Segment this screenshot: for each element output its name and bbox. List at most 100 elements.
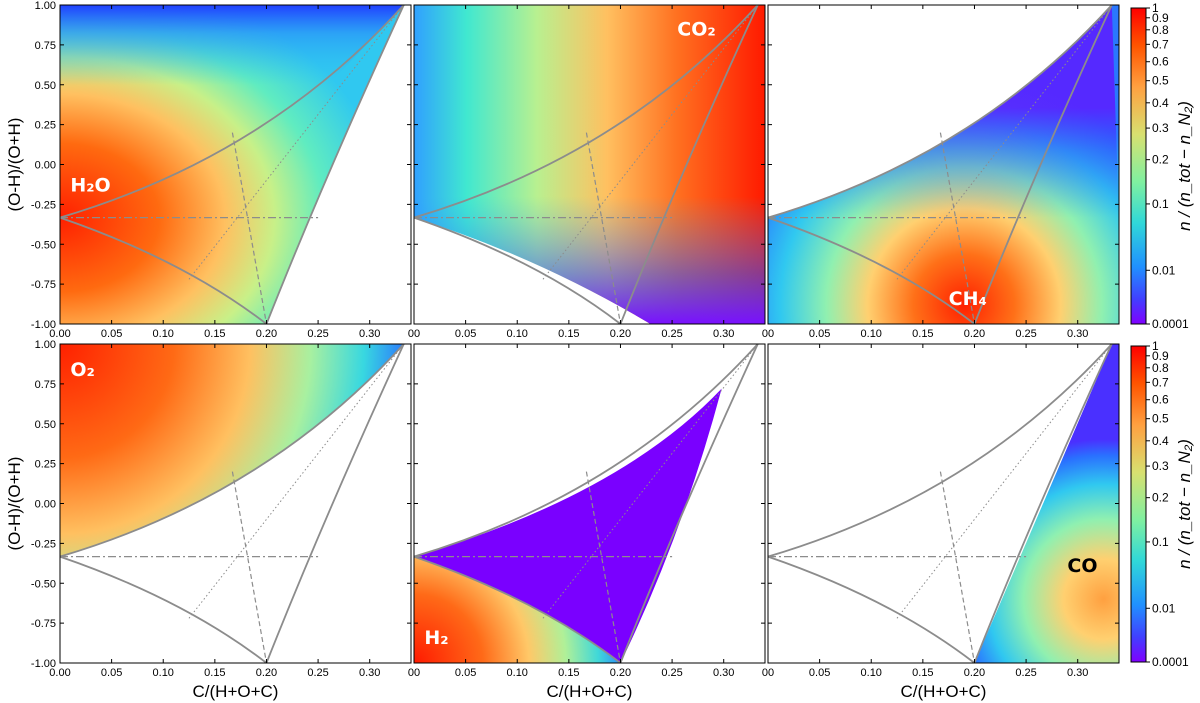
x-tick-label: 0.15 <box>558 667 579 679</box>
colorbar-tick-label: 0.7 <box>1152 37 1169 51</box>
species-label: H₂O <box>70 175 110 197</box>
x-tick-label: 0.15 <box>558 328 579 340</box>
dashed-line <box>585 132 622 324</box>
dashed-line <box>939 132 976 324</box>
hull-upper-curve <box>768 344 1113 558</box>
hull-upper-curve <box>60 5 405 219</box>
hull-upper-curve <box>768 5 1113 219</box>
colorbar-tick-label: 0.3 <box>1152 459 1169 473</box>
species-label: O₂ <box>70 359 94 381</box>
panel-CO: 00 0.05 0.10 0.15 0.20 0.25 0.30 CO C/(H+O+C) <box>762 343 1120 701</box>
x-tick-label: 0.20 <box>964 667 985 679</box>
overlay-lines <box>60 344 405 663</box>
hull-lower-curve <box>768 216 976 324</box>
hull-right-curve <box>973 344 1113 663</box>
x-tick-label: 0.00 <box>49 328 70 340</box>
x-tick-label: 00 <box>408 328 420 340</box>
y-tick-label: -0.75 <box>31 279 56 291</box>
colorbar-tick-label: 0.9 <box>1152 349 1169 363</box>
heatmap-0 <box>60 5 411 324</box>
hull-lower-curve <box>60 216 268 324</box>
x-tick-label: 0.05 <box>809 667 830 679</box>
y-tick-label: 0.00 <box>35 160 56 172</box>
panel-H₂O: 0.00 0.05 0.10 0.15 0.20 0.25 0.30 1.00 0.75 0.50… <box>5 0 412 340</box>
y-tick-label: -0.25 <box>31 538 56 550</box>
overlay-lines <box>768 5 1113 324</box>
x-tick-label: 0.10 <box>861 667 882 679</box>
colorbar-tick-label: 0.2 <box>1152 491 1169 505</box>
x-tick-label: 0.10 <box>861 328 882 340</box>
colorbar-gradient <box>1130 345 1147 663</box>
colorbar-gradient <box>1130 7 1147 325</box>
overlay-lines <box>768 344 1113 663</box>
x-tick-label: 0.30 <box>713 328 734 340</box>
colorbar-tick-label: 0.4 <box>1152 434 1169 448</box>
x-tick-label: 0.15 <box>204 328 225 340</box>
x-tick-label: 0.30 <box>1067 667 1088 679</box>
heatmap-3 <box>60 344 411 663</box>
y-tick-label: -0.50 <box>31 578 56 590</box>
panel-H₂: 00 0.05 0.10 0.15 0.20 0.25 0.30 H₂ C/(H+O+C) <box>408 343 766 701</box>
x-tick-label: 0.25 <box>307 328 328 340</box>
colorbar-tick-label: 0.1 <box>1152 535 1169 549</box>
x-tick-label: 0.05 <box>455 328 476 340</box>
x-tick-label: 0.25 <box>307 667 328 679</box>
colorbar-tick-label: 0.8 <box>1152 23 1169 37</box>
colorbar-label: n / (n_tot − n_N₂) <box>1175 439 1194 569</box>
x-tick-label: 0.10 <box>153 667 174 679</box>
x-tick-label: 0.20 <box>256 328 277 340</box>
y-tick-label: 0.25 <box>35 459 56 471</box>
species-label: CH₄ <box>949 288 987 310</box>
hull-right-curve <box>973 5 1113 324</box>
colorbar-tick-label: 0.4 <box>1152 96 1169 110</box>
heatmap-2 <box>768 5 1119 324</box>
species-label: H₂ <box>424 627 448 649</box>
colorbar: 10.90.80.7 0.6 0.5 0.4 0.3 0.2 0.1 0.01 0.0001 n … <box>1130 1 1194 331</box>
y-tick-label: 1.00 <box>35 339 56 351</box>
colorbar-tick-label: 0.01 <box>1152 263 1176 277</box>
hull-upper-curve <box>60 344 405 558</box>
x-tick-label: 0.05 <box>809 328 830 340</box>
x-tick-label: 0.05 <box>101 328 122 340</box>
y-axis-label: (O-H)/(O+H) <box>5 118 24 212</box>
x-tick-label: 0.20 <box>964 328 985 340</box>
y-tick-label: -0.75 <box>31 618 56 630</box>
y-tick-label: 0.00 <box>35 499 56 511</box>
x-tick-label: 0.05 <box>455 667 476 679</box>
x-tick-label: 0.20 <box>610 328 631 340</box>
heatmap-4 <box>414 344 765 663</box>
x-tick-label: 0.15 <box>912 667 933 679</box>
panel-CH₄: 00 0.05 0.10 0.15 0.20 0.25 0.30 CH₄ <box>762 4 1120 340</box>
hull-lower-curve <box>414 216 622 324</box>
colorbar-tick-label: 0.5 <box>1152 74 1169 88</box>
x-axis-label: C/(H+O+C) <box>193 682 279 701</box>
hull-upper-curve <box>414 344 759 558</box>
heatmap-1 <box>414 5 765 324</box>
x-tick-label: 0.00 <box>49 667 70 679</box>
dashed-line <box>231 471 268 663</box>
dashed-line <box>585 471 622 663</box>
panel-CO₂: 00 0.05 0.10 0.15 0.20 0.25 0.30 CO₂ <box>408 4 766 340</box>
x-tick-label: 00 <box>762 667 774 679</box>
y-tick-label: -0.50 <box>31 239 56 251</box>
overlay-lines <box>414 344 759 663</box>
x-tick-label: 0.30 <box>359 667 380 679</box>
y-tick-label: 0.75 <box>35 40 56 52</box>
y-axis-label: (O-H)/(O+H) <box>5 457 24 551</box>
x-tick-label: 0.10 <box>153 328 174 340</box>
x-tick-label: 0.10 <box>507 667 528 679</box>
colorbar-tick-label: 0.6 <box>1152 393 1169 407</box>
colorbar-tick-label: 0.9 <box>1152 11 1169 25</box>
x-tick-label: 0.30 <box>1067 328 1088 340</box>
x-tick-label: 0.25 <box>1015 667 1036 679</box>
dashed-line <box>231 132 268 324</box>
hull-right-curve <box>265 5 405 324</box>
hull-right-curve <box>265 344 405 663</box>
hull-right-curve <box>619 5 759 324</box>
x-tick-label: 0.30 <box>713 667 734 679</box>
x-tick-label: 0.20 <box>610 667 631 679</box>
x-tick-label: 0.25 <box>1015 328 1036 340</box>
y-tick-label: 0.75 <box>35 379 56 391</box>
x-axis-label: C/(H+O+C) <box>901 682 987 701</box>
